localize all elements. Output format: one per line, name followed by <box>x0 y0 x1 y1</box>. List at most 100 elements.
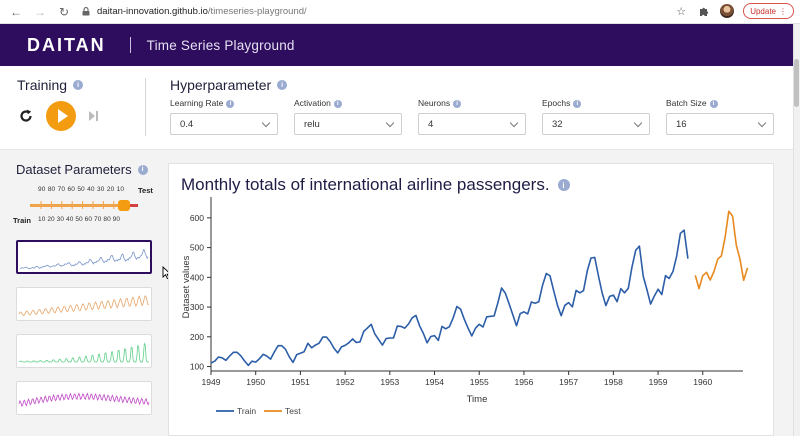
epochs-label-text: Epochs <box>542 98 571 108</box>
dataset-thumb-2[interactable] <box>16 287 152 321</box>
page-scrollbar[interactable] <box>793 24 800 436</box>
hyperparameter-title: Hyperparameter i <box>170 77 288 93</box>
reset-button[interactable] <box>17 107 35 125</box>
activation-info-icon[interactable]: i <box>333 100 342 108</box>
play-button[interactable] <box>46 101 76 131</box>
epochs-field: Epochs i 32 <box>542 98 650 135</box>
scrollbar-thumb[interactable] <box>794 59 799 107</box>
neurons-info-icon[interactable]: i <box>453 100 462 108</box>
dataset-3-thumb-chart <box>18 342 149 363</box>
x-tick-label: 1957 <box>559 377 578 387</box>
activation-label-text: Activation <box>294 98 331 108</box>
dataset-panel: Dataset Parameters i 90 80 70 60 50 40 3… <box>0 150 160 436</box>
split-slider-track[interactable] <box>30 204 138 207</box>
app-header: DAITAN Time Series Playground <box>0 24 800 66</box>
lock-icon <box>82 7 90 16</box>
dataset-thumb-airline[interactable] <box>16 240 152 274</box>
learning-rate-info-icon[interactable]: i <box>226 100 235 108</box>
update-label: Update <box>750 6 776 16</box>
y-tick-label: 200 <box>190 332 204 342</box>
extensions-icon[interactable] <box>697 4 711 18</box>
series-line-test <box>694 210 749 290</box>
dataset-thumb-3[interactable] <box>16 334 152 368</box>
x-tick-label: 1954 <box>425 377 444 387</box>
learning-rate-label: Learning Rate i <box>170 98 278 108</box>
epochs-info-icon[interactable]: i <box>573 100 582 108</box>
neurons-select[interactable]: 4 <box>418 113 526 135</box>
test-label: Test <box>138 186 153 195</box>
daitan-logo[interactable]: DAITAN <box>27 34 106 55</box>
split-slider-test-portion <box>124 204 138 207</box>
dataset-4-thumb-chart <box>18 392 150 407</box>
step-icon <box>89 111 95 121</box>
update-kebab-icon: ⋮ <box>779 6 787 16</box>
activation-select[interactable]: relu <box>294 113 402 135</box>
header-separator <box>129 37 131 53</box>
batch-size-field: Batch Size i 16 <box>666 98 774 135</box>
dataset-title-text: Dataset Parameters <box>16 162 132 177</box>
y-tick-label: 500 <box>190 243 204 253</box>
thumb-line <box>19 249 149 270</box>
batch-size-label-text: Batch Size <box>666 98 707 108</box>
epochs-select[interactable]: 32 <box>542 113 650 135</box>
airline-thumb-chart <box>19 249 149 270</box>
legend-label-test: Test <box>285 406 301 416</box>
chart-title: Monthly totals of international airline … <box>181 175 570 195</box>
dataset-info-icon[interactable]: i <box>137 164 148 175</box>
training-info-icon[interactable]: i <box>73 80 84 90</box>
x-tick-label: 1950 <box>246 377 265 387</box>
chevron-down-icon <box>757 118 767 127</box>
activation-value: relu <box>304 118 320 130</box>
chart-title-text: Monthly totals of international airline … <box>181 175 550 194</box>
split-slider-ticks <box>40 201 125 209</box>
dataset-2-thumb-chart <box>18 295 149 317</box>
url-path: /timeseries-playground/ <box>207 6 307 17</box>
batch-size-select[interactable]: 16 <box>666 113 774 135</box>
controls-divider <box>145 78 146 136</box>
address-bar[interactable]: daitan-innovation.github.io/timeseries-p… <box>82 3 307 21</box>
x-tick-label: 1949 <box>202 377 221 387</box>
play-icon <box>57 109 68 123</box>
activation-field: Activation i relu <box>294 98 402 135</box>
url-host: daitan-innovation.github.io <box>97 6 208 17</box>
dataset-parameters-title: Dataset Parameters i <box>16 162 148 177</box>
learning-rate-label-text: Learning Rate <box>170 98 224 108</box>
forward-icon[interactable]: → <box>34 4 46 19</box>
app-title: Time Series Playground <box>146 37 295 53</box>
x-tick-label: 1955 <box>470 377 489 387</box>
controls-panel: Training i Hyperparameter i Learning Rat… <box>0 66 793 150</box>
x-tick-label: 1956 <box>514 377 533 387</box>
batch-size-info-icon[interactable]: i <box>709 100 718 108</box>
training-title-text: Training <box>17 77 68 93</box>
x-tick-label: 1958 <box>604 377 623 387</box>
profile-avatar[interactable] <box>720 4 735 18</box>
star-icon[interactable]: ☆ <box>676 5 687 18</box>
y-axis-label: Dataset values <box>181 255 192 318</box>
x-tick-label: 1952 <box>336 377 355 387</box>
split-slider-handle[interactable] <box>118 200 131 211</box>
neurons-label: Neurons i <box>418 98 526 108</box>
hyperparameter-info-icon[interactable]: i <box>277 80 288 90</box>
x-tick-label: 1951 <box>291 377 310 387</box>
neurons-label-text: Neurons <box>418 98 451 108</box>
epochs-value: 32 <box>552 118 563 130</box>
browser-update-button[interactable]: Update ⋮ <box>743 3 794 19</box>
y-tick-label: 400 <box>190 272 204 282</box>
reload-icon[interactable]: ↻ <box>58 4 70 19</box>
thumb-line <box>18 295 149 317</box>
dataset-thumb-4[interactable] <box>16 381 152 415</box>
x-tick-label: 1959 <box>649 377 668 387</box>
hyperparameter-title-text: Hyperparameter <box>170 77 272 93</box>
test-scale: 90 80 70 60 50 40 30 20 10 <box>38 186 125 193</box>
train-label: Train <box>13 216 31 225</box>
browser-toolbar: ← → ↻ daitan-innovation.github.io/timese… <box>0 0 800 24</box>
learning-rate-value: 0.4 <box>180 118 194 130</box>
chart-info-icon[interactable]: i <box>557 179 570 191</box>
chevron-down-icon <box>261 118 271 127</box>
back-icon[interactable]: ← <box>10 4 22 19</box>
step-button[interactable] <box>89 111 98 121</box>
series-line-train <box>210 229 689 367</box>
learning-rate-select[interactable]: 0.4 <box>170 113 278 135</box>
legend-label-train: Train <box>237 406 256 416</box>
x-axis-label: Time <box>467 394 488 405</box>
